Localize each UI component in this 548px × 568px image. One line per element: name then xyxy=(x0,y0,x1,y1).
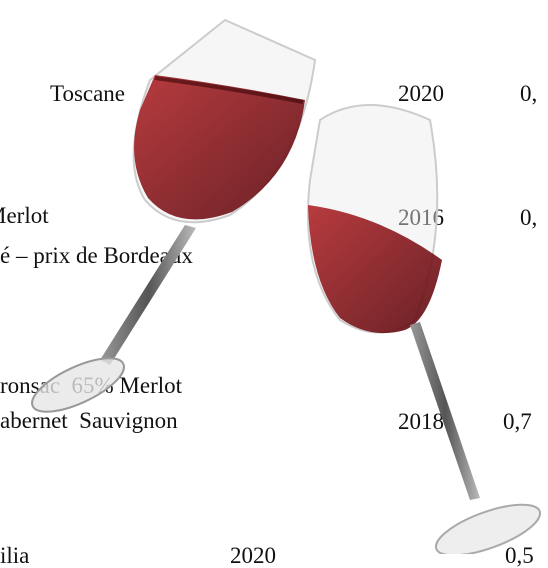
right-glass xyxy=(308,105,546,554)
wine-glasses xyxy=(0,0,548,554)
page: Toscane 2020 0, Merlot é – prix de Borde… xyxy=(0,0,548,554)
left-glass xyxy=(25,20,315,422)
